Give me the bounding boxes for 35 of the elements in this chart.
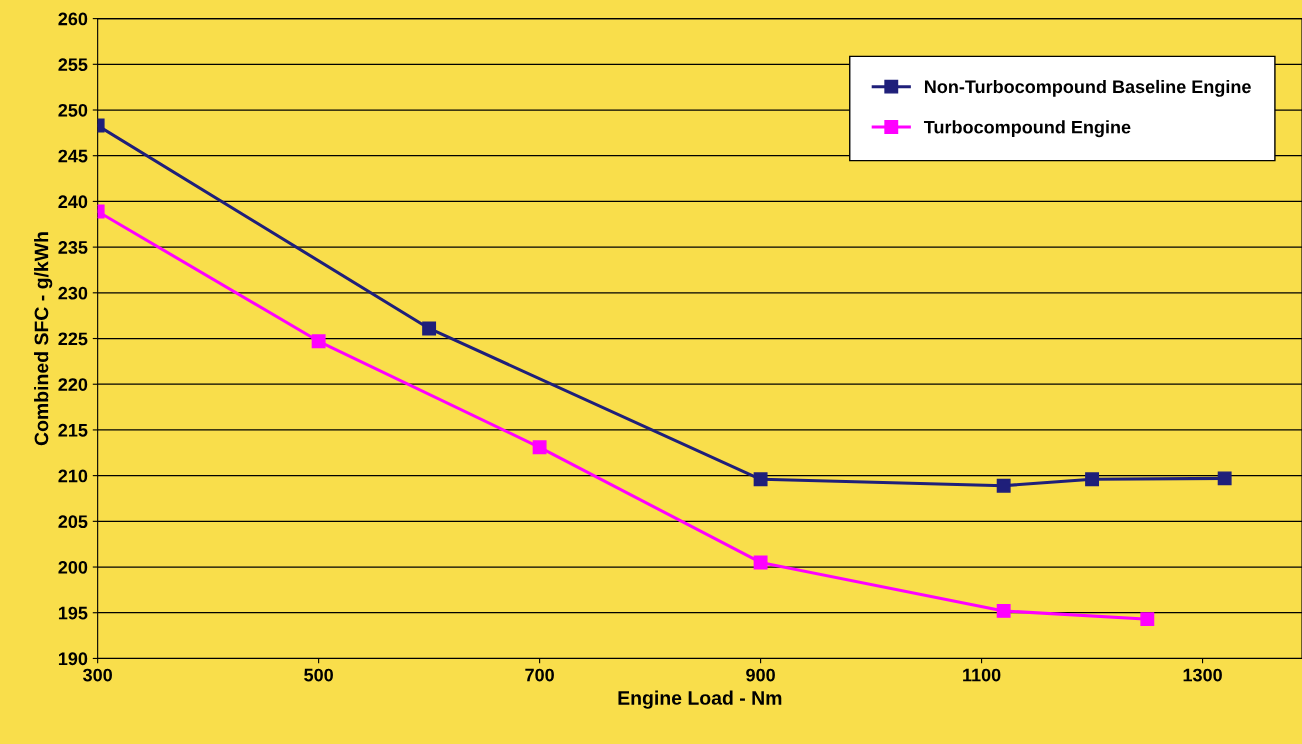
y-tick-label: 205 [58,515,88,529]
point [532,440,547,455]
y-tick-label: 250 [58,103,88,117]
y-tick-label: 190 [58,652,88,666]
point [996,478,1011,493]
y-tick-label: 235 [58,241,88,254]
point [311,334,326,349]
point [753,555,768,570]
x-tick-label: 700 [525,668,554,682]
y-tick-label: 225 [58,332,88,346]
point [1085,472,1100,487]
y-tick-label: 240 [58,195,88,209]
point [996,603,1011,618]
legend-label: Turbocompound Engine [923,120,1131,138]
x-tick-label: 900 [746,668,775,682]
y-tick-label: 195 [58,606,88,620]
x-tick-label: 1300 [1183,668,1222,682]
x-tick-label: 1100 [963,668,1001,682]
x-tick-label: 500 [304,668,333,682]
x-tick-label: 300 [83,668,112,682]
y-tick-label: 260 [58,12,88,26]
point [1217,471,1232,486]
point [1140,612,1155,627]
y-tick-label: 255 [58,58,88,72]
y-tick-label: 230 [58,286,88,300]
y-tick-label: 200 [58,560,88,574]
point [753,472,768,487]
y-axis-title: Combined SFC - g/kWh [34,232,53,446]
x-axis-title: Engine Load - Nm [618,690,782,709]
legend-label: Non-Turbocompound Baseline Engine [924,79,1251,97]
y-tick-label: 215 [58,423,88,437]
y-tick-label: 245 [58,149,88,163]
y-tick-label: 210 [58,469,88,483]
point [422,321,437,336]
y-tick-label: 220 [58,378,88,391]
